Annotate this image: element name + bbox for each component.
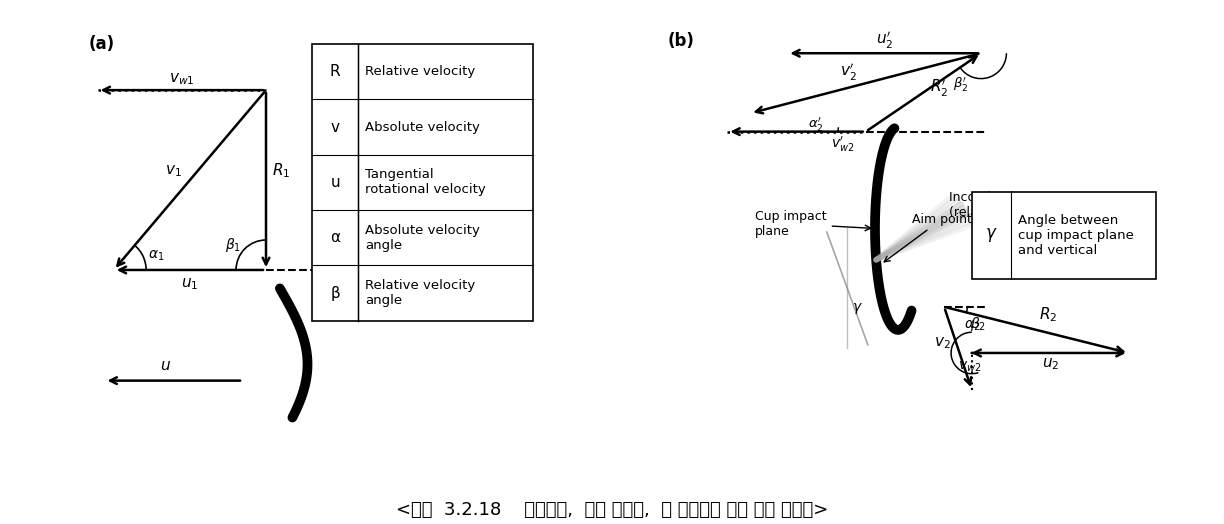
Text: $\gamma$: $\gamma$ bbox=[985, 226, 998, 244]
Bar bbox=[972, 192, 1157, 279]
Text: $R_2$: $R_2$ bbox=[1039, 306, 1058, 324]
Text: Aim point: Aim point bbox=[884, 213, 972, 262]
Text: Incoming jet
(relative angle): Incoming jet (relative angle) bbox=[949, 191, 1045, 220]
Text: Tangential
rotational velocity: Tangential rotational velocity bbox=[365, 168, 486, 196]
Text: $v_{w1}$: $v_{w1}$ bbox=[169, 71, 195, 86]
Text: β: β bbox=[330, 286, 340, 301]
Text: $\alpha_1$: $\alpha_1$ bbox=[148, 248, 165, 263]
Text: v: v bbox=[330, 119, 340, 135]
Text: <그림  3.2.18    입력제트,  제트 목표점,  컵 충격면에 따른 속도 삼각형>: <그림 3.2.18 입력제트, 제트 목표점, 컵 충격면에 따른 속도 삼각… bbox=[395, 501, 829, 519]
Text: α: α bbox=[330, 230, 340, 245]
Text: $v_1$: $v_1$ bbox=[164, 163, 181, 179]
Text: $v_2$: $v_2$ bbox=[934, 335, 951, 351]
Text: $\gamma$: $\gamma$ bbox=[852, 301, 863, 316]
Text: $u_2'$: $u_2'$ bbox=[875, 29, 892, 50]
Text: $\beta_2'$: $\beta_2'$ bbox=[953, 75, 968, 93]
Text: Absolute velocity: Absolute velocity bbox=[365, 121, 480, 134]
Text: $R_2'$: $R_2'$ bbox=[930, 78, 949, 99]
Bar bbox=[312, 44, 534, 321]
Text: $v_2'$: $v_2'$ bbox=[841, 62, 857, 83]
Text: $u$: $u$ bbox=[160, 358, 171, 374]
Text: u: u bbox=[330, 175, 340, 190]
Text: $\alpha_2'$: $\alpha_2'$ bbox=[808, 115, 824, 133]
Text: Absolute velocity
angle: Absolute velocity angle bbox=[365, 224, 480, 252]
Text: Relative velocity: Relative velocity bbox=[365, 65, 475, 78]
Text: $\alpha_2$: $\alpha_2$ bbox=[963, 319, 980, 333]
Text: $v_{w2}'$: $v_{w2}'$ bbox=[831, 135, 854, 154]
Text: $u_2$: $u_2$ bbox=[1042, 357, 1059, 373]
Text: $u_1$: $u_1$ bbox=[181, 277, 198, 292]
Text: $\beta_1$: $\beta_1$ bbox=[224, 236, 241, 254]
Text: (b): (b) bbox=[667, 32, 694, 50]
Text: (a): (a) bbox=[88, 35, 115, 53]
Text: Relative velocity
angle: Relative velocity angle bbox=[365, 279, 475, 307]
Text: Angle between
cup impact plane
and vertical: Angle between cup impact plane and verti… bbox=[1018, 214, 1133, 257]
Text: R: R bbox=[329, 64, 340, 79]
Text: Cup impact
plane: Cup impact plane bbox=[755, 210, 870, 238]
Text: $R_1$: $R_1$ bbox=[272, 161, 290, 180]
Text: $\beta_2$: $\beta_2$ bbox=[969, 314, 985, 333]
Text: $v_{w2}$: $v_{w2}$ bbox=[958, 359, 982, 374]
